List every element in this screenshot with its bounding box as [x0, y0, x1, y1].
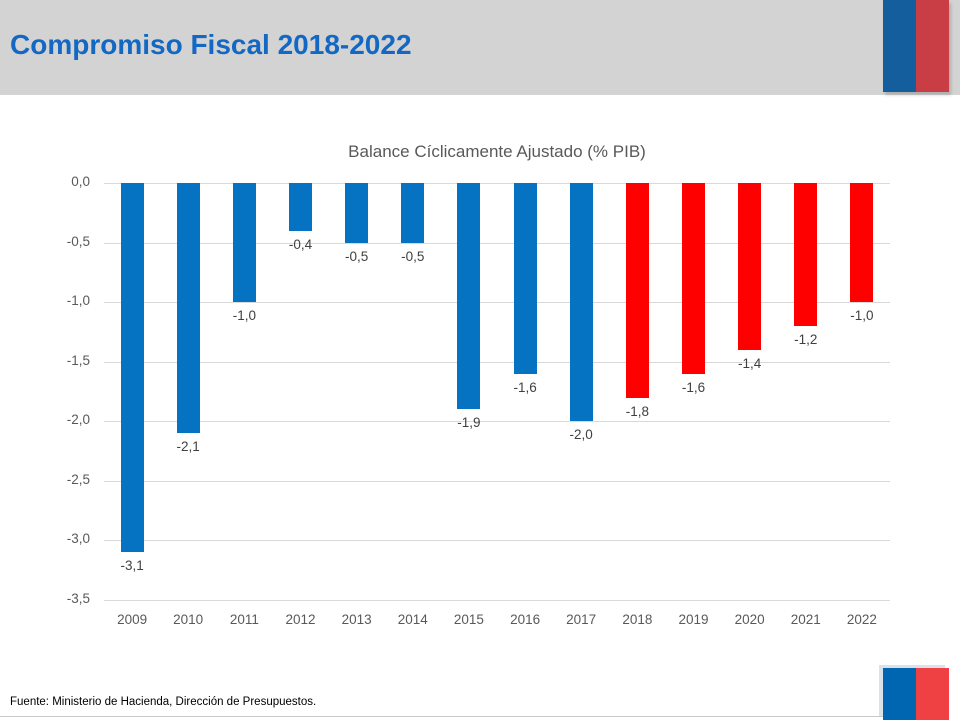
gridline: [104, 480, 890, 482]
x-axis-label-2015: 2015: [453, 612, 484, 627]
bar-2011: [232, 183, 256, 303]
bar-2012: [289, 183, 312, 231]
bar-2018: [625, 183, 649, 398]
value-label-2021: -1,2: [794, 332, 818, 347]
x-axis-label-2017: 2017: [566, 612, 597, 627]
flag-red-stripe: [916, 0, 949, 92]
x-axis-label-2010: 2010: [173, 612, 204, 627]
gridline: [104, 540, 890, 542]
x-axis-label-2018: 2018: [622, 612, 653, 627]
bar-2015: [457, 183, 481, 410]
gridline: [104, 242, 890, 244]
x-axis-label-2009: 2009: [117, 612, 148, 627]
x-axis-label-2016: 2016: [510, 612, 541, 627]
flag-red-stripe: [916, 668, 949, 720]
y-axis-tick-label: -1,5: [66, 352, 90, 368]
gridline: [104, 183, 890, 184]
value-label-2012: -0,4: [288, 236, 313, 252]
value-label-2019: -1,6: [681, 379, 706, 395]
chart-title: Balance Cíclicamente Ajustado (% PIB): [348, 142, 646, 161]
slide-header: Compromiso Fiscal 2018-2022: [0, 0, 960, 95]
bar-2022: [850, 183, 874, 303]
source-note: Fuente: Ministerio de Hacienda, Direcció…: [10, 696, 317, 708]
flag-blue-stripe: [883, 668, 916, 720]
bar-2014: [401, 183, 425, 243]
y-axis-tick-label: -1,0: [66, 293, 90, 309]
y-axis-tick-label: -3,5: [66, 591, 90, 606]
gridline: [104, 600, 890, 601]
x-axis-label-2014: 2014: [397, 612, 428, 627]
value-label-2016: -1,6: [513, 379, 537, 395]
value-label-2011: -1,0: [232, 308, 257, 324]
bar-2013: [345, 183, 369, 243]
bar-2019: [682, 183, 705, 374]
value-label-2015: -1,9: [457, 415, 481, 431]
x-axis-label-2022: 2022: [846, 612, 877, 627]
bar-2021: [794, 183, 818, 326]
bar-2020: [738, 183, 762, 350]
y-axis-tick-label: -3,0: [66, 531, 90, 547]
value-label-2009: -3,1: [120, 558, 144, 574]
x-axis-label-2013: 2013: [341, 612, 372, 627]
value-label-2017: -2,0: [569, 427, 593, 443]
y-axis-tick-label: -2,5: [66, 471, 90, 487]
x-axis-label-2012: 2012: [285, 612, 316, 627]
y-axis-tick-label: -0,5: [66, 233, 90, 249]
value-label-2013: -0,5: [344, 248, 369, 264]
bar-2017: [569, 183, 593, 422]
x-axis-label-2020: 2020: [734, 612, 765, 627]
gridline: [104, 421, 890, 423]
footer-divider: [0, 716, 884, 717]
value-label-2018: -1,8: [625, 403, 650, 419]
value-label-2010: -2,1: [176, 439, 200, 455]
value-label-2022: -1,0: [850, 308, 874, 324]
x-axis-label-2019: 2019: [678, 612, 709, 627]
bar-2016: [513, 183, 537, 374]
flag-blue-stripe: [883, 0, 916, 92]
x-axis-label-2011: 2011: [229, 612, 259, 627]
slide-title: Compromiso Fiscal 2018-2022: [10, 29, 412, 60]
chile-flag-bottom-right: [883, 668, 949, 720]
bar-2009: [120, 183, 144, 553]
gridline: [104, 302, 890, 304]
bar-2010: [176, 183, 200, 434]
chile-flag-top-right: [883, 0, 949, 92]
x-axis-label-2021: 2021: [790, 612, 821, 627]
y-axis-tick-label: -2,0: [66, 412, 90, 428]
y-axis-tick-label: 0,0: [71, 174, 90, 189]
value-label-2020: -1,4: [737, 355, 762, 371]
gridline: [104, 361, 890, 363]
value-label-2014: -0,5: [401, 248, 425, 264]
